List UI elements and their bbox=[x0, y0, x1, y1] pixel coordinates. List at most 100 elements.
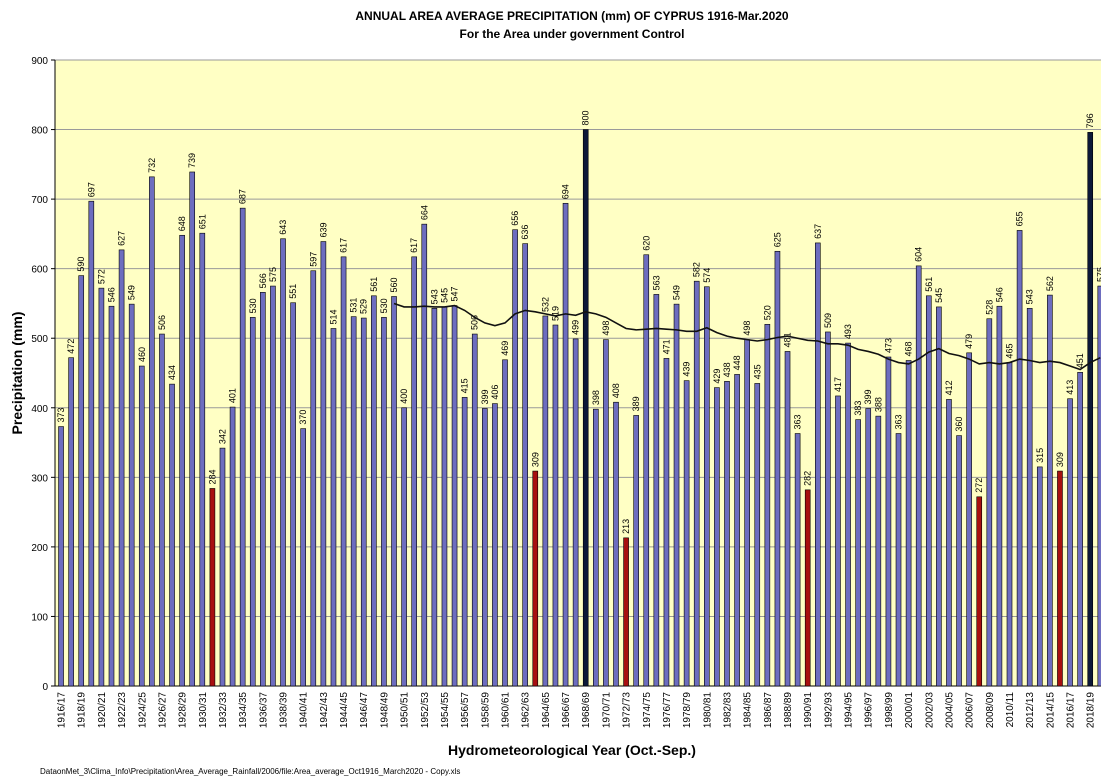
bar bbox=[249, 317, 256, 687]
value-label: 434 bbox=[167, 365, 177, 380]
value-label: 549 bbox=[127, 285, 137, 300]
chart-subtitle: For the Area under government Control bbox=[460, 27, 685, 41]
bar bbox=[98, 287, 105, 687]
bar bbox=[946, 399, 952, 687]
x-tick-label: 2004/05 bbox=[944, 692, 955, 729]
value-label: 520 bbox=[762, 305, 772, 320]
value-label: 438 bbox=[722, 362, 732, 377]
bar bbox=[58, 426, 64, 687]
x-tick-label: 1952/53 bbox=[420, 692, 431, 729]
value-label: 627 bbox=[117, 231, 127, 246]
bar bbox=[108, 305, 115, 687]
x-tick-label: 1986/87 bbox=[763, 692, 774, 729]
value-label: 697 bbox=[86, 182, 96, 197]
bar bbox=[633, 415, 639, 687]
value-label: 732 bbox=[147, 158, 157, 173]
bar bbox=[149, 176, 155, 687]
x-tick-label: 2018/19 bbox=[1086, 692, 1097, 729]
x-tick-label: 1928/29 bbox=[178, 692, 189, 729]
x-axis-title: Hydrometeorological Year (Oct.-Sep.) bbox=[448, 742, 696, 758]
value-label: 498 bbox=[601, 321, 611, 336]
value-label: 546 bbox=[994, 287, 1004, 302]
bar bbox=[1036, 466, 1043, 687]
bar bbox=[562, 202, 569, 687]
value-label: 620 bbox=[641, 236, 651, 251]
value-label: 566 bbox=[258, 273, 268, 288]
value-label: 498 bbox=[742, 321, 752, 336]
bar bbox=[78, 275, 85, 687]
bar bbox=[461, 397, 468, 687]
bar bbox=[1026, 308, 1033, 687]
x-tick-label: 1926/27 bbox=[157, 692, 168, 729]
value-label: 543 bbox=[429, 289, 439, 304]
value-label: 479 bbox=[964, 334, 974, 349]
value-label: 572 bbox=[96, 269, 106, 284]
value-label: 643 bbox=[278, 220, 288, 235]
bar bbox=[350, 316, 357, 687]
x-tick-label: 1992/93 bbox=[823, 692, 834, 729]
bar bbox=[1006, 362, 1013, 687]
bar bbox=[905, 360, 912, 687]
bar bbox=[593, 408, 599, 687]
x-tick-label: 1962/63 bbox=[521, 692, 532, 729]
value-label: 471 bbox=[661, 339, 671, 354]
x-tick-label: 2012/13 bbox=[1025, 692, 1036, 729]
moving-average-line bbox=[393, 302, 1101, 371]
value-label: 543 bbox=[1025, 289, 1035, 304]
bar bbox=[754, 383, 761, 687]
value-label: 597 bbox=[308, 252, 318, 267]
value-label: 545 bbox=[439, 288, 449, 303]
bar bbox=[1047, 294, 1053, 687]
bar bbox=[138, 365, 145, 687]
value-label: 532 bbox=[540, 297, 550, 312]
bar bbox=[996, 305, 1003, 687]
bar bbox=[502, 359, 508, 687]
x-tick-label: 1960/61 bbox=[501, 692, 512, 729]
value-label: 370 bbox=[298, 410, 308, 425]
value-label: 388 bbox=[873, 397, 883, 412]
value-label: 309 bbox=[530, 452, 540, 467]
bar bbox=[804, 489, 811, 687]
bar bbox=[179, 234, 185, 687]
bar bbox=[159, 333, 165, 687]
bar bbox=[724, 381, 730, 687]
value-label: 563 bbox=[651, 275, 661, 290]
value-label: 739 bbox=[187, 153, 197, 168]
value-label: 575 bbox=[1095, 267, 1101, 282]
x-tick-label: 1978/79 bbox=[682, 692, 693, 729]
x-tick-label: 1976/77 bbox=[662, 692, 673, 729]
x-tick-label: 2006/07 bbox=[965, 692, 976, 729]
bar bbox=[653, 294, 660, 687]
value-label: 499 bbox=[571, 320, 581, 335]
value-label: 472 bbox=[66, 339, 76, 354]
x-tick-label: 1920/21 bbox=[97, 692, 108, 729]
y-tick-label: 500 bbox=[31, 334, 48, 345]
value-label: 415 bbox=[460, 378, 470, 393]
bar bbox=[391, 296, 397, 687]
x-tick-label: 2000/01 bbox=[904, 692, 915, 729]
value-label: 637 bbox=[813, 224, 823, 239]
bar bbox=[552, 324, 559, 687]
value-label: 604 bbox=[914, 247, 924, 262]
x-tick-label: 1942/43 bbox=[319, 692, 330, 729]
value-label: 549 bbox=[672, 285, 682, 300]
x-tick-label: 1990/91 bbox=[803, 692, 814, 729]
bar bbox=[1067, 398, 1073, 687]
value-label: 514 bbox=[328, 309, 338, 324]
value-label: 506 bbox=[470, 315, 480, 330]
x-tick-label: 1948/49 bbox=[379, 692, 390, 729]
bar bbox=[966, 352, 972, 687]
bar bbox=[794, 433, 801, 687]
bar bbox=[764, 324, 771, 687]
bar bbox=[603, 339, 609, 687]
value-label: 469 bbox=[500, 341, 510, 356]
bar bbox=[512, 229, 518, 687]
bar bbox=[118, 249, 125, 687]
bar bbox=[1097, 285, 1101, 687]
bar bbox=[582, 129, 589, 687]
bar bbox=[128, 303, 135, 687]
value-label: 315 bbox=[1035, 448, 1045, 463]
x-tick-label: 1934/35 bbox=[238, 692, 249, 729]
value-label: 655 bbox=[1015, 211, 1025, 226]
value-label: 687 bbox=[238, 189, 248, 204]
